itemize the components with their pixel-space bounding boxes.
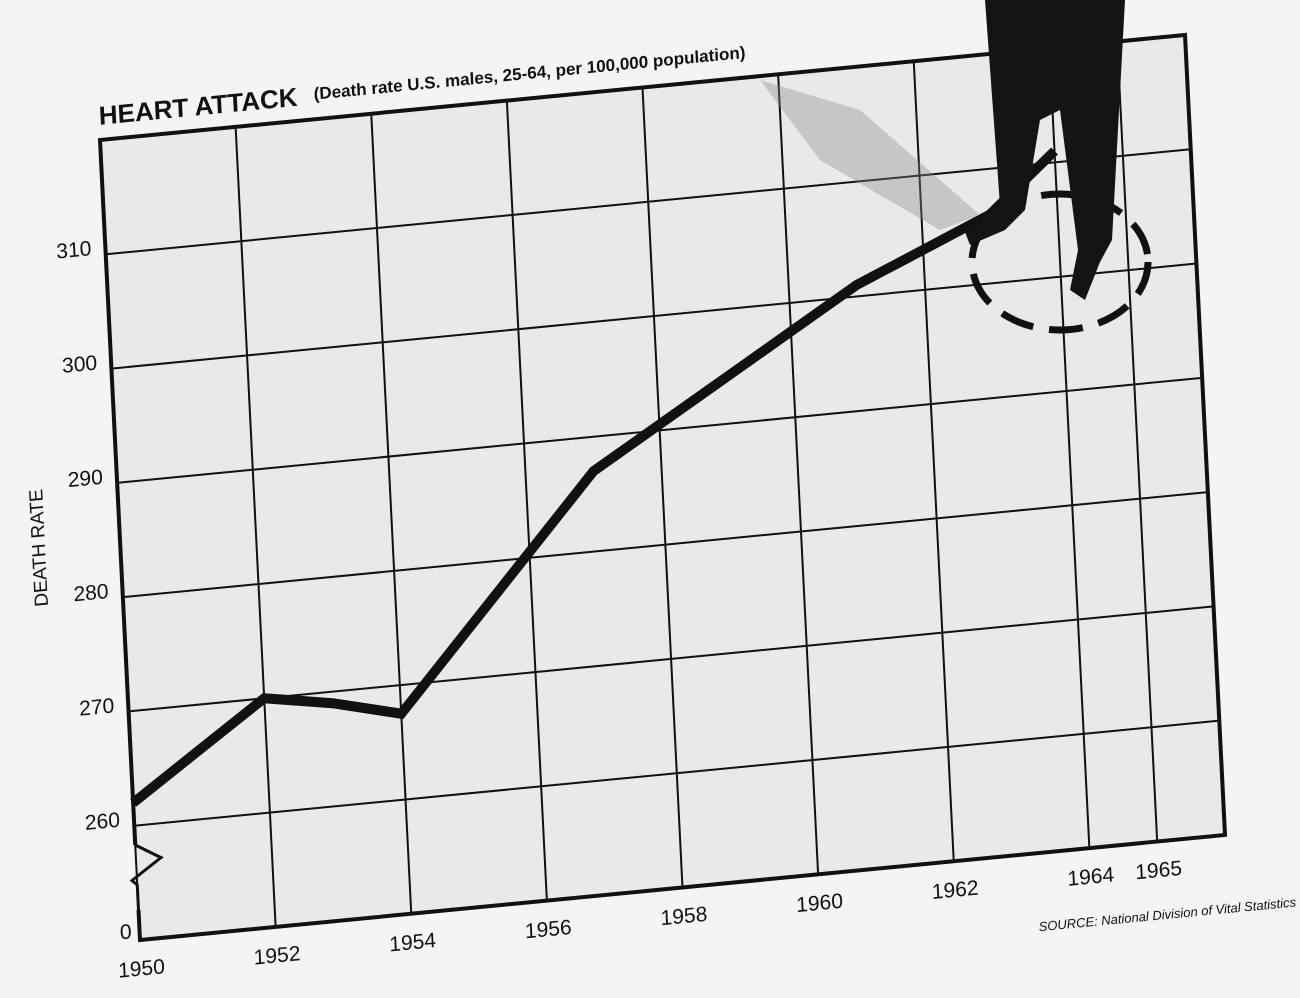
data-line	[130, 147, 1058, 807]
x-tick-label: 1958	[660, 903, 708, 930]
x-tick-label: 1952	[253, 942, 301, 969]
y-tick-label: 260	[84, 809, 120, 835]
x-tick-label: 1964	[1067, 863, 1115, 890]
x-tick-label: 1960	[796, 890, 844, 917]
x-tick-label: 1962	[931, 877, 979, 904]
grid-line	[370, 113, 413, 914]
y-tick-label: 310	[56, 237, 92, 263]
y-tick-label: 270	[79, 694, 115, 720]
figure-silhouette	[965, 0, 1125, 300]
grid-line	[777, 74, 820, 875]
y-tick-label: 300	[61, 352, 97, 378]
dashed-circle	[968, 190, 1152, 334]
x-tick-label: 1965	[1135, 857, 1183, 884]
grid-line	[505, 100, 548, 901]
axis-break-label: 0	[119, 920, 132, 944]
axis-frame	[97, 32, 1228, 943]
shadow	[760, 80, 980, 230]
y-tick-label: 290	[67, 466, 103, 492]
grid-line	[234, 126, 277, 927]
axis-break	[129, 843, 164, 911]
x-tick-label: 1956	[524, 916, 572, 943]
grid-line	[641, 87, 684, 888]
grid-line	[1048, 48, 1091, 849]
y-tick-label: 280	[73, 580, 109, 606]
x-tick-label: 1950	[118, 955, 166, 982]
grid-line	[1116, 41, 1159, 842]
decoration	[760, 0, 1152, 334]
grid-line	[912, 61, 955, 862]
x-tick-label: 1954	[389, 929, 437, 956]
plot-area: HEART ATTACK (Death rate U.S. males, 25-…	[26, 32, 1228, 983]
